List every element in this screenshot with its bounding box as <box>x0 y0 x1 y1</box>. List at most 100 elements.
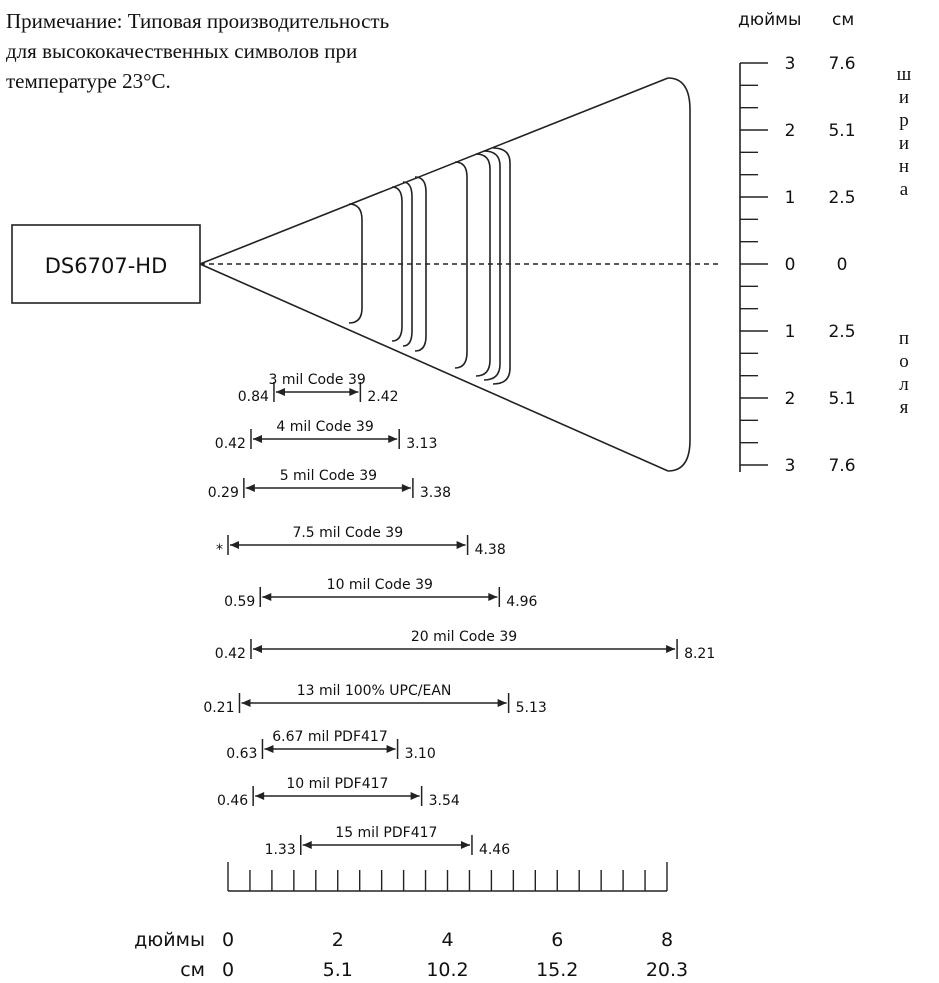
range-row: 6.67 mil PDF417 0.63 3.10 <box>226 729 435 762</box>
vertical-tick-inches: 1 <box>785 322 796 342</box>
range-far-value: 4.38 <box>475 542 506 558</box>
range-near-value: 0.29 <box>208 485 239 501</box>
range-near-value: 0.21 <box>203 700 234 716</box>
range-near-value: 1.33 <box>265 842 296 858</box>
note-line: температуре 23°C. <box>6 69 171 93</box>
vertical-scale-ticks <box>740 62 768 466</box>
vertical-tick-inches: 2 <box>785 121 796 141</box>
range-arrow-left <box>255 792 265 800</box>
range-far-value: 3.13 <box>406 436 437 452</box>
device-label: DS6707-HD <box>45 254 167 278</box>
note: Примечание: Типовая производительность д… <box>6 9 389 93</box>
range-row: 5 mil Code 39 0.29 3.38 <box>208 468 451 501</box>
horizontal-tick-cm: 5.1 <box>323 959 353 981</box>
horizontal-tick-inches: 0 <box>222 929 234 951</box>
field-width-label-letter: а <box>900 179 909 200</box>
vertical-tick-inches: 2 <box>785 389 796 409</box>
range-arrow-left <box>275 388 285 396</box>
range-arrow-left <box>241 699 251 707</box>
range-bars: 3 mil Code 390.84 2.42 4 mil Code 39 0.42 3.… <box>203 372 715 858</box>
range-far-value: 3.38 <box>420 485 451 501</box>
note-line: для высококачественных символов при <box>6 39 357 63</box>
range-arrow-right <box>386 745 396 753</box>
field-width-label-letter: я <box>900 397 909 418</box>
range-label: 6.67 mil PDF417 <box>272 729 388 745</box>
range-arrow-left <box>230 541 239 549</box>
range-label: 20 mil Code 39 <box>411 629 517 645</box>
range-near-value: 0.42 <box>215 436 246 452</box>
vertical-tick-inches: 3 <box>785 54 796 74</box>
cone-top-edge <box>199 77 669 265</box>
range-row: 3 mil Code 390.84 2.42 <box>238 372 399 405</box>
field-width-label-letter: п <box>899 328 909 349</box>
horizontal-tick-cm: 15.2 <box>536 959 578 981</box>
scan-field-cone <box>199 77 691 472</box>
range-arrow-right <box>497 699 507 707</box>
range-arrow-right <box>488 593 498 601</box>
range-arc <box>475 153 491 377</box>
cone-bottom-edge <box>199 263 669 472</box>
range-arrow-left <box>245 484 255 492</box>
range-label: 3 mil Code 39 <box>268 372 365 388</box>
range-label: 13 mil 100% UPC/EAN <box>297 683 452 699</box>
range-row: 13 mil 100% UPC/EAN 0.21 5.13 <box>203 683 546 716</box>
range-arrow-right <box>460 841 470 849</box>
horizontal-scale-labels: 0 2 4 6 8 0 5.1 10.2 15.2 20.3 <box>222 929 688 981</box>
vertical-scale: дюймы см 3 7.6 2 5.1 1 2.5 0 0 1 2.5 2 5.1 3 7.6 <box>738 10 856 476</box>
range-arrow-left <box>252 645 262 653</box>
device-box <box>11 224 201 304</box>
range-far-value: 5.13 <box>516 700 547 716</box>
range-near-value: 0.42 <box>215 646 246 662</box>
range-row: 7.5 mil Code 39 * 4.38 <box>216 525 506 558</box>
range-arrow-left <box>264 745 274 753</box>
range-arrow-right <box>666 645 676 653</box>
horizontal-tick-cm: 20.3 <box>646 959 688 981</box>
vertical-tick-cm: 5.1 <box>828 121 855 141</box>
range-near-value: 0.59 <box>224 594 255 610</box>
range-label: 10 mil PDF417 <box>286 776 388 792</box>
field-width-label-letter: ш <box>897 64 912 85</box>
range-near-value: * <box>216 542 223 558</box>
range-arc <box>492 147 511 385</box>
horizontal-tick-cm: 0 <box>222 959 234 981</box>
vertical-scale-inches-header: дюймы <box>738 10 801 30</box>
range-row: 20 mil Code 39 0.42 8.21 <box>215 629 715 662</box>
range-far-value: 3.10 <box>405 746 436 762</box>
field-width-label-letter: л <box>899 374 909 395</box>
range-far-value: 3.54 <box>429 793 460 809</box>
range-arrow-right <box>456 541 466 549</box>
vertical-tick-cm: 5.1 <box>828 389 855 409</box>
range-arrow-right <box>401 484 411 492</box>
cone-far-arc <box>667 77 691 472</box>
range-arrow-left <box>262 593 272 601</box>
range-row: 10 mil PDF417 0.46 3.54 <box>217 776 460 809</box>
vertical-scale-cm-header: см <box>832 10 854 30</box>
range-near-value: 0.46 <box>217 793 248 809</box>
range-arc <box>454 161 468 369</box>
vertical-tick-cm: 7.6 <box>828 456 855 476</box>
range-arrow-left <box>252 435 262 443</box>
vertical-tick-inches: 0 <box>785 255 796 275</box>
horizontal-scale-inches-label: дюймы <box>134 929 205 951</box>
horizontal-tick-inches: 2 <box>332 929 344 951</box>
range-far-value: 4.96 <box>506 594 537 610</box>
horizontal-tick-inches: 8 <box>661 929 673 951</box>
range-arrow-left <box>302 841 312 849</box>
vertical-scale-labels: 3 7.6 2 5.1 1 2.5 0 0 1 2.5 2 5.1 3 7.6 <box>785 54 856 476</box>
range-arrow-right <box>349 388 359 396</box>
horizontal-tick-inches: 4 <box>441 929 453 951</box>
horizontal-scale-cm-label: см <box>180 959 205 981</box>
range-near-value: 0.84 <box>238 389 269 405</box>
field-width-label-letter: р <box>899 110 909 131</box>
range-arc <box>483 150 501 381</box>
field-width-label-letter: и <box>899 133 909 154</box>
range-far-value: 8.21 <box>684 646 715 662</box>
range-label: 5 mil Code 39 <box>280 468 377 484</box>
range-label: 7.5 mil Code 39 <box>292 525 403 541</box>
range-arrow-right <box>388 435 398 443</box>
horizontal-scale-ticks <box>227 862 668 891</box>
vertical-tick-cm: 0 <box>837 255 848 275</box>
horizontal-tick-cm: 10.2 <box>426 959 468 981</box>
